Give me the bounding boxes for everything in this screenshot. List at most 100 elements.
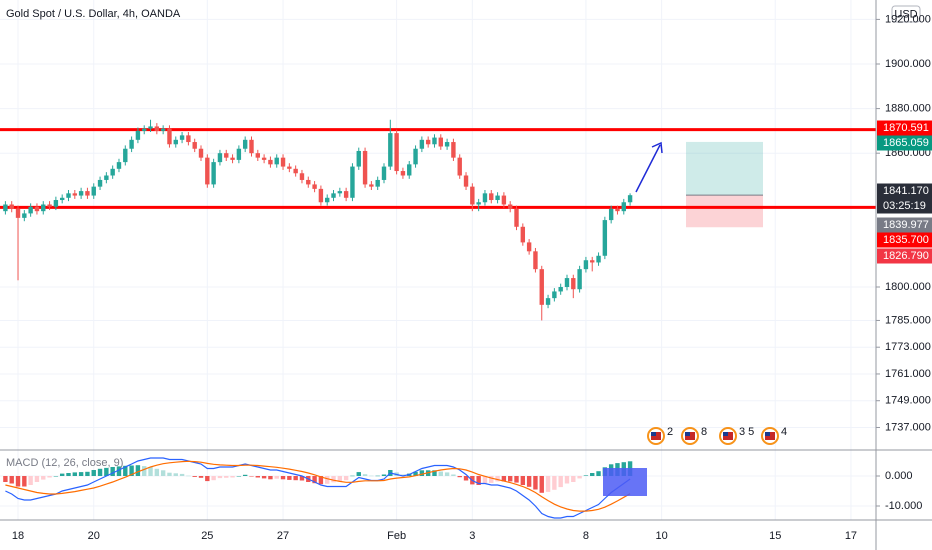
candle-body	[274, 157, 279, 165]
candle-body	[123, 148, 128, 163]
macd-histogram-bar	[489, 476, 494, 483]
candle-body	[249, 139, 254, 154]
x-tick-label: 20	[88, 530, 100, 542]
macd-histogram-bar	[186, 475, 191, 477]
macd-histogram-bar	[444, 472, 450, 477]
arrow-head	[651, 141, 663, 154]
candle-body	[539, 269, 544, 305]
macd-histogram-bar	[293, 476, 298, 481]
x-tick-label: 15	[769, 530, 781, 542]
y-tick-label: 1800.000	[885, 281, 931, 293]
chart-title: Gold Spot / U.S. Dollar, 4h, OANDA	[6, 8, 181, 20]
candle-body	[388, 133, 393, 167]
macd-histogram-bar	[34, 476, 40, 483]
price-tag	[877, 248, 932, 264]
candle-body	[514, 208, 519, 227]
macd-histogram-bar	[22, 476, 27, 487]
x-tick-label: 10	[656, 530, 668, 542]
candle-body	[287, 166, 292, 169]
macd-histogram-bar	[255, 476, 260, 478]
macd-histogram-bar	[261, 476, 267, 479]
macd-histogram-bar	[362, 474, 368, 477]
candle-body	[419, 139, 425, 149]
price-tag	[877, 135, 932, 151]
candle-body	[489, 193, 494, 201]
candle-body	[457, 157, 462, 176]
candle-body	[167, 128, 172, 145]
price-tag	[877, 232, 932, 248]
macd-histogram-bar	[457, 476, 462, 478]
candle-body	[356, 150, 361, 167]
profit-zone	[686, 141, 763, 196]
macd-histogram-bar	[451, 474, 456, 477]
y-tick-label: 1737.000	[885, 421, 931, 433]
candle-body	[495, 195, 500, 201]
candle-body	[407, 164, 412, 176]
candle-body	[444, 142, 450, 147]
macd-histogram-bar	[274, 476, 279, 479]
candle-body	[236, 148, 242, 160]
candle-body	[299, 173, 305, 180]
macd-histogram-bar	[331, 476, 336, 483]
candle-body	[28, 206, 33, 214]
candle-body	[148, 126, 153, 129]
candle-body	[91, 186, 96, 196]
macd-histogram-bar	[249, 476, 254, 477]
event-flag-canton	[685, 432, 690, 436]
macd-histogram-bar	[192, 476, 197, 477]
candle-body	[343, 191, 349, 198]
candle-body	[9, 204, 14, 209]
macd-histogram-bar	[85, 471, 90, 477]
macd-histogram-bar	[312, 476, 317, 484]
macd-histogram-bar	[280, 476, 286, 480]
macd-histogram-bar	[375, 475, 380, 477]
x-tick-label: 25	[201, 530, 213, 542]
candle-body	[85, 191, 90, 196]
currency-box[interactable]	[891, 5, 921, 23]
price-tag-label: 1841.170	[883, 185, 929, 197]
macd-histogram-bar	[533, 476, 538, 490]
candle-body	[280, 157, 286, 167]
candle-body	[470, 186, 475, 205]
candle-body	[615, 208, 620, 212]
candle-body	[602, 220, 608, 256]
macd-histogram-bar	[419, 470, 425, 477]
candle-body	[501, 195, 507, 205]
macd-histogram-bar	[66, 473, 71, 477]
y-tick-label: 1920.000	[885, 13, 931, 25]
price-tag	[877, 217, 932, 233]
candle-body	[135, 130, 141, 140]
macd-histogram-bar	[463, 476, 469, 481]
candle-body	[350, 166, 355, 198]
macd-histogram-bar	[78, 472, 84, 477]
candle-body	[583, 260, 589, 270]
candle-body	[97, 179, 103, 187]
macd-histogram-bar	[539, 476, 544, 493]
candle-body	[394, 133, 399, 172]
candle-body	[78, 191, 84, 196]
candle-body	[186, 135, 191, 143]
candle-body	[596, 255, 601, 263]
candle-body	[142, 128, 147, 131]
candle-body	[224, 153, 229, 158]
candle-body	[41, 204, 46, 212]
macd-histogram-bar	[526, 476, 532, 487]
x-tick-label: 17	[845, 530, 857, 542]
macd-histogram-bar	[508, 476, 513, 482]
candle-body	[325, 197, 330, 203]
macd-histogram-bar	[217, 476, 223, 479]
macd-histogram-bar	[287, 476, 292, 480]
candle-body	[116, 162, 122, 169]
currency[interactable]: USD	[894, 8, 917, 20]
candle-body	[173, 139, 178, 145]
candle-body	[34, 206, 40, 212]
candle-body	[110, 168, 115, 176]
event-flag-canton	[723, 432, 728, 436]
macd-histogram-bar	[268, 476, 273, 480]
macd-histogram-bar	[571, 476, 576, 483]
macd-histogram-bar	[3, 476, 8, 483]
macd-histogram-bar	[47, 476, 52, 478]
macd-histogram-bar	[501, 476, 507, 482]
macd-histogram-bar	[179, 473, 185, 477]
candle-body	[621, 202, 626, 212]
